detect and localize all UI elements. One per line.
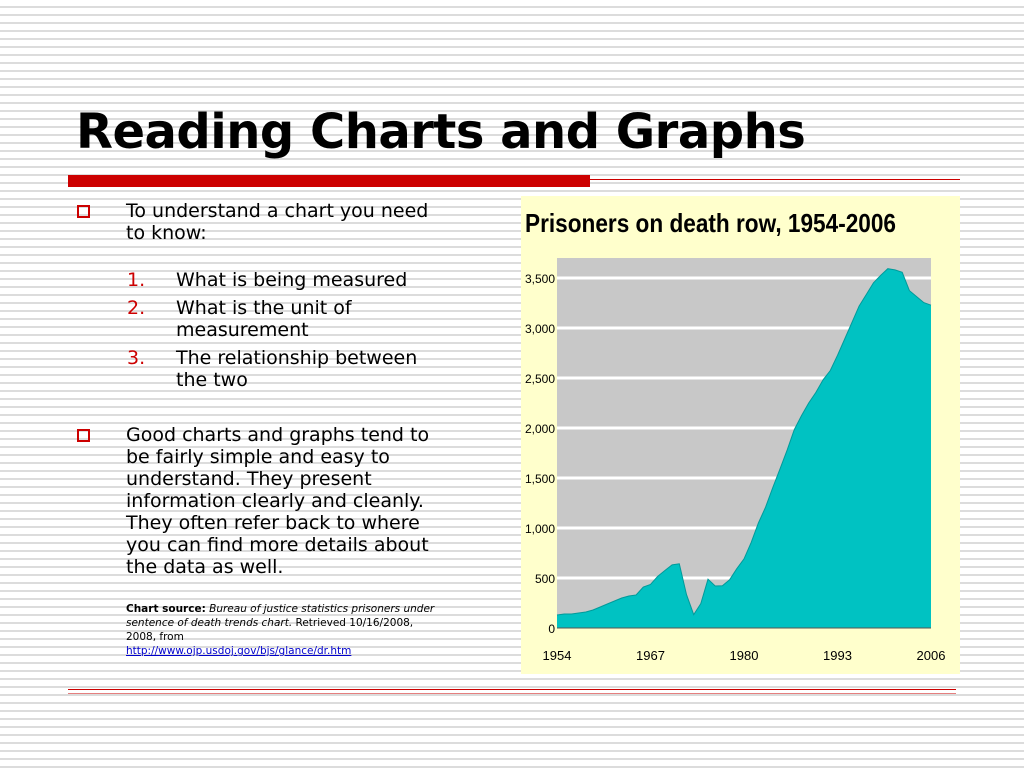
- y-tick-label: 2,500: [525, 372, 555, 386]
- x-tick-label: 1954: [543, 648, 572, 663]
- x-tick-label: 1980: [730, 648, 759, 663]
- y-tick-label: 1,000: [525, 522, 555, 536]
- source-retrieved: Retrieved 10/16/2008, 2008, from: [126, 617, 414, 643]
- list-item-text: The relationship between: [176, 347, 418, 369]
- bullet-square-icon: [77, 205, 90, 218]
- list-item-number: 2.: [127, 297, 146, 319]
- death-row-chart: Prisoners on death row, 1954-2006 0 500 1,…: [521, 196, 960, 674]
- list-item-text: What is the unit of: [176, 297, 352, 319]
- chart-svg: Prisoners on death row, 1954-2006 0 500 1,…: [521, 196, 960, 674]
- y-tick-label: 3,500: [525, 272, 555, 286]
- bullet1-line2: to know:: [126, 222, 207, 244]
- page-title: Reading Charts and Graphs: [76, 104, 806, 160]
- bullet2-line: you can find more details about: [126, 534, 429, 556]
- list-item-number: 1.: [127, 269, 146, 291]
- bullet-square-icon: [77, 429, 90, 442]
- bullet2-line: information clearly and cleanly.: [126, 490, 424, 512]
- y-tick-label: 3,000: [525, 322, 555, 336]
- x-tick-label: 1967: [636, 648, 665, 663]
- title-underline-line: [590, 179, 960, 180]
- source-title: Bureau of justice statistics prisoners u…: [126, 603, 435, 629]
- title-underline-bar: [68, 175, 590, 187]
- axes: 0 500 1,000 1,500 2,000 2,500 3,000 3,500 1954 19…: [525, 272, 945, 663]
- source-link[interactable]: http://www.ojp.usdoj.gov/bjs/glance/dr.h…: [126, 645, 352, 657]
- bullet1-line1: To understand a chart you need: [126, 200, 429, 222]
- y-tick-label: 500: [535, 572, 555, 586]
- bullet2-line: be fairly simple and easy to: [126, 446, 390, 468]
- chart-title: Prisoners on death row, 1954-2006: [525, 208, 896, 238]
- bullet2-line: understand. They present: [126, 468, 372, 490]
- x-tick-label: 2006: [917, 648, 946, 663]
- y-tick-label: 0: [548, 622, 555, 636]
- list-item-text: the two: [176, 369, 248, 391]
- bullet2-line: They often refer back to where: [126, 512, 420, 534]
- area-series: [557, 268, 931, 628]
- bullet2-line: Good charts and graphs tend to: [126, 424, 430, 446]
- list-item-number: 3.: [127, 347, 146, 369]
- source-label: Chart source:: [126, 603, 206, 615]
- y-tick-label: 1,500: [525, 472, 555, 486]
- area-series-outline: [556, 268, 932, 616]
- y-tick-label: 2,000: [525, 422, 555, 436]
- bullet2-line: the data as well.: [126, 556, 284, 578]
- footer-rule-shadow: [68, 693, 956, 694]
- list-item-text: measurement: [176, 319, 309, 341]
- x-tick-label: 1993: [823, 648, 852, 663]
- list-item-text: What is being measured: [176, 269, 408, 291]
- chart-source-note: Chart source: Bureau of justice statisti…: [126, 602, 446, 658]
- footer-rule: [68, 689, 956, 690]
